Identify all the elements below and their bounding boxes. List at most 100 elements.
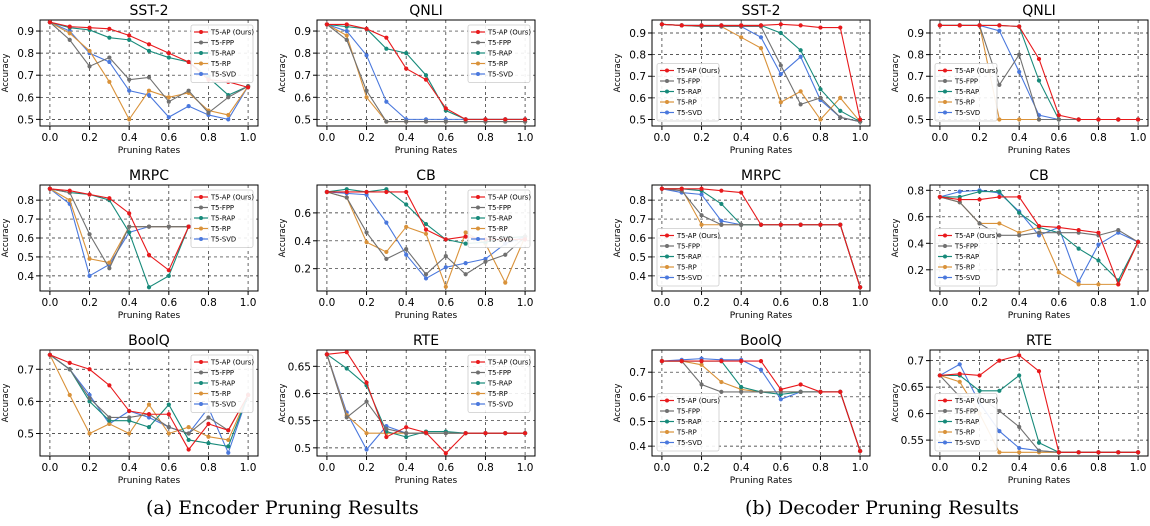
chart-encoder-sst-2: 0.0 0.2 0.4 0.6 0.8 1.0 0.5 0.6 0.7 0.8 0.9 SST-2 Pr… — [1, 3, 259, 156]
legend-label: T5-FPP — [487, 204, 511, 212]
legend-swatch-marker — [199, 61, 203, 66]
data-point-t5-ap-ours — [522, 431, 528, 436]
data-point-t5-ap-ours — [838, 389, 843, 395]
legend-label: T5-RAP — [487, 215, 512, 223]
x-tick-label: 0.6 — [437, 297, 454, 309]
x-axis-label: Pruning Rates — [1008, 146, 1071, 156]
data-point-t5-rap — [1017, 210, 1022, 215]
data-point-t5-svd — [758, 35, 764, 40]
data-point-t5-ap-ours — [977, 23, 982, 28]
legend-label: T5-AP (Ours) — [210, 29, 254, 37]
data-point-t5-svd — [226, 450, 231, 455]
data-point-t5-ap-ours — [503, 117, 508, 122]
data-point-t5-ap-ours — [818, 25, 823, 30]
legend-label: T5-RAP — [954, 253, 979, 261]
data-point-t5-ap-ours — [699, 358, 704, 364]
data-point-t5-svd — [957, 362, 962, 367]
x-axis-label: Pruning Rates — [118, 476, 181, 486]
data-point-t5-ap-ours — [739, 190, 744, 195]
data-point-t5-ap-ours — [146, 252, 152, 258]
data-point-t5-ap-ours — [87, 367, 92, 372]
legend-swatch-marker — [199, 205, 203, 210]
data-point-t5-rap — [977, 388, 982, 393]
data-point-t5-rap — [423, 73, 429, 78]
legend-label: T5-AP (Ours) — [954, 232, 998, 240]
x-tick-label: 0.0 — [319, 132, 336, 144]
data-point-t5-rap — [838, 108, 843, 113]
y-axis-label: Accuracy — [613, 219, 623, 258]
data-point-t5-rp — [1017, 450, 1022, 455]
data-point-t5-ap-ours — [659, 22, 665, 27]
data-point-t5-rap — [404, 51, 409, 56]
x-tick-label: 1.0 — [517, 297, 534, 309]
legend-swatch-marker — [476, 226, 480, 231]
y-tick-label: 0.4 — [294, 236, 311, 248]
y-tick-label: 0.6 — [629, 233, 646, 245]
legend-label: T5-FPP — [676, 408, 700, 416]
data-point-t5-svd — [423, 276, 429, 281]
legend-label: T5-AP (Ours) — [676, 232, 720, 240]
x-tick-label: 0.2 — [693, 132, 710, 144]
legend-swatch-marker — [199, 40, 203, 45]
data-point-t5-rp — [364, 95, 369, 100]
data-point-t5-rap — [186, 437, 191, 443]
legend-swatch-marker — [199, 237, 203, 241]
data-point-t5-fpp — [127, 224, 132, 229]
legend-swatch-marker — [199, 402, 203, 406]
data-point-t5-rap — [107, 418, 112, 423]
data-point-t5-svd — [778, 71, 783, 77]
data-point-t5-fpp — [87, 64, 92, 69]
data-point-t5-ap-ours — [1017, 353, 1022, 358]
data-point-t5-ap-ours — [364, 380, 369, 385]
data-point-t5-rap — [739, 384, 744, 390]
data-point-t5-svd — [463, 261, 468, 266]
data-point-t5-svd — [719, 218, 724, 224]
data-point-t5-ap-ours — [186, 447, 191, 452]
y-tick-label: 0.5 — [17, 252, 34, 264]
data-point-t5-ap-ours — [857, 117, 863, 122]
legend-label: T5-RAP — [954, 88, 979, 96]
legend-swatch-marker — [943, 275, 947, 280]
x-axis-label: Pruning Rates — [1008, 311, 1071, 321]
x-tick-label: 1.0 — [852, 462, 869, 474]
data-point-t5-fpp — [423, 272, 429, 277]
x-tick-label: 0.2 — [971, 297, 988, 309]
legend-box — [656, 228, 720, 287]
x-tick-label: 0.4 — [398, 297, 415, 309]
data-point-t5-fpp — [107, 415, 112, 420]
legend-box — [934, 228, 998, 287]
data-point-t5-ap-ours — [1116, 282, 1121, 287]
y-tick-label: 0.8 — [907, 50, 924, 62]
y-tick-label: 0.9 — [907, 28, 924, 40]
legend: T5-AP (Ours) T5-FPP T5-RAP T5-RP T5-SVD — [467, 189, 531, 248]
legend-swatch-marker — [665, 265, 669, 269]
data-point-t5-svd — [443, 265, 448, 270]
data-point-t5-ap-ours — [937, 194, 943, 200]
plot-frame — [929, 349, 1149, 457]
data-point-t5-ap-ours — [344, 350, 349, 355]
data-point-t5-rp — [997, 117, 1002, 122]
legend-label: T5-AP (Ours) — [676, 67, 720, 75]
y-tick-label: 0.6 — [629, 392, 646, 404]
data-point-t5-ap-ours — [404, 425, 409, 430]
data-point-t5-rp — [404, 224, 409, 229]
data-point-t5-ap-ours — [699, 186, 704, 191]
legend-swatch-marker — [665, 254, 669, 259]
legend-box — [934, 393, 998, 452]
data-point-t5-fpp — [1036, 117, 1042, 122]
y-tick-label: 0.8 — [17, 48, 34, 60]
data-point-t5-ap-ours — [1076, 450, 1081, 455]
plot-frame — [316, 184, 536, 292]
legend-label: T5-SVD — [487, 236, 513, 244]
data-point-t5-fpp — [798, 102, 803, 107]
x-axis-label: Pruning Rates — [730, 311, 793, 321]
data-point-t5-ap-ours — [957, 371, 962, 376]
data-point-t5-svd — [344, 28, 349, 34]
y-tick-label: 0.2 — [294, 264, 311, 276]
chart-decoder-mrpc: 0.0 0.2 0.4 0.6 0.8 1.0 0.4 0.5 0.6 0.7 0.8 MRPC Pru… — [613, 168, 871, 321]
data-point-t5-ap-ours — [245, 85, 251, 90]
data-point-t5-fpp — [997, 82, 1002, 87]
data-point-t5-fpp — [997, 408, 1002, 414]
y-axis-label: Accuracy — [891, 384, 901, 423]
legend-swatch-marker — [476, 30, 480, 34]
